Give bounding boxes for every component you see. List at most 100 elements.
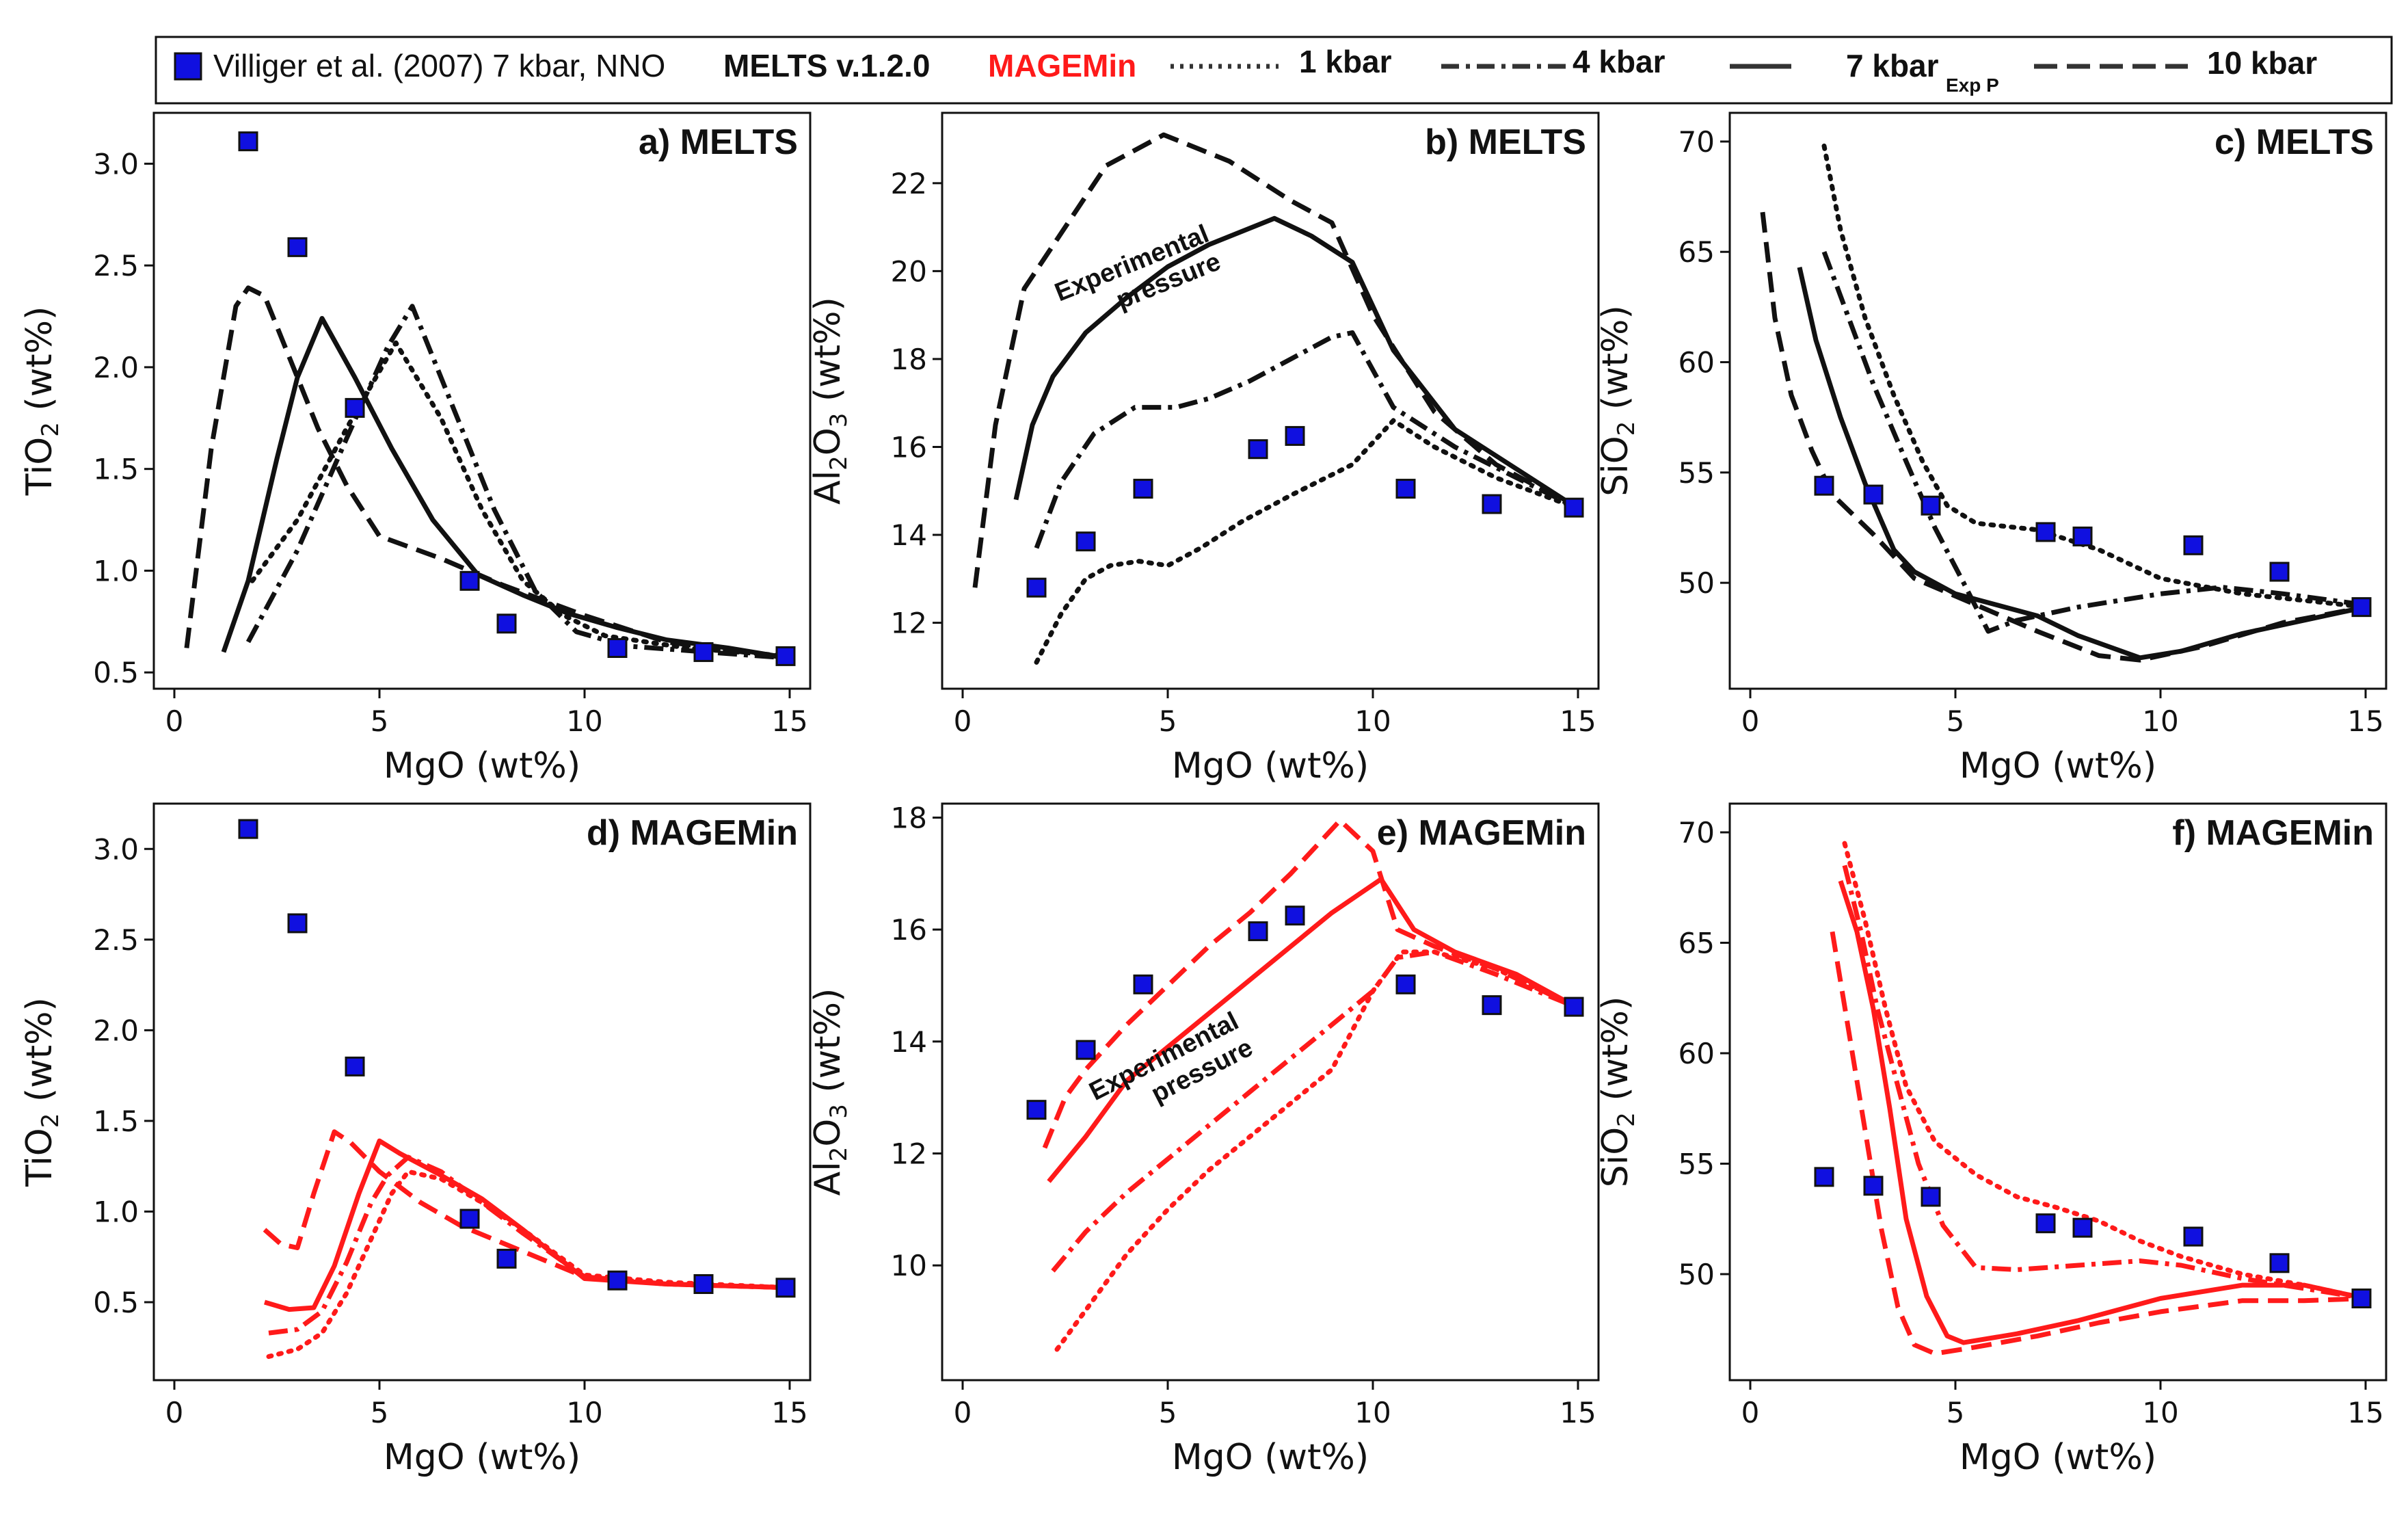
legend-1kbar-label: 1 kbar	[1299, 44, 1392, 79]
x-tick-label: 10	[566, 1396, 602, 1429]
y-tick-label: 3.0	[93, 832, 139, 866]
observed-point	[1863, 1176, 1884, 1196]
x-axis-label: MgO (wt%)	[1172, 1437, 1369, 1478]
observed-point	[287, 237, 308, 257]
x-tick-label: 15	[1560, 1396, 1596, 1429]
plot-frame	[1728, 802, 2387, 1382]
y-axis-label-subscript: 2	[1613, 1112, 1640, 1127]
observed-point	[2269, 562, 2290, 582]
panel-title: d) MAGEMin	[587, 813, 798, 853]
series-line-4-kbar	[1842, 864, 2366, 1301]
y-tick-label: 12	[891, 607, 927, 640]
x-tick-label: 5	[1947, 704, 1965, 738]
panel-title: e) MAGEMin	[1377, 813, 1586, 853]
legend-10kbar-label: 10 kbar	[2207, 45, 2317, 81]
y-tick-label: 20	[891, 254, 927, 288]
x-tick-label: 5	[371, 704, 389, 738]
y-axis-label-text: O	[807, 427, 848, 455]
x-tick-label: 5	[371, 1396, 389, 1429]
plot-frame	[152, 111, 812, 690]
panel-5: 0 5 10 15 10 12 14 16 18 MgO (wt%) Al2O3 (wt%) e) M…	[807, 801, 1600, 1478]
y-tick-label: 2.5	[93, 923, 139, 957]
plot-frame	[941, 802, 1600, 1382]
observed-point	[459, 1208, 480, 1229]
y-axis-label-text: SiO	[1595, 436, 1636, 496]
y-tick-label: 2.0	[93, 1014, 139, 1047]
y-axis-label-text: (wt%)	[19, 306, 60, 422]
observed-point	[1482, 494, 1502, 514]
legend-7kbar-label: 7 kbar	[1846, 48, 1939, 83]
panel-4: 0 5 10 15 0.5 1.0 1.5 2.0 2.5 3.0 MgO (wt%) TiO2 (w…	[19, 802, 812, 1478]
y-axis-label-text: TiO	[19, 437, 60, 497]
observed-point	[2351, 1288, 2372, 1308]
y-tick-label: 0.5	[93, 1286, 139, 1319]
y-axis-label-text: (wt%)	[807, 297, 848, 412]
observed-point	[1248, 921, 1268, 942]
panel-title: f) MAGEMin	[2172, 813, 2374, 853]
observed-point	[496, 613, 517, 634]
y-tick-label: 14	[891, 518, 927, 552]
observed-point	[238, 131, 258, 152]
observed-point	[1863, 484, 1884, 505]
observed-point	[1285, 906, 1305, 926]
y-tick-label: 1.5	[93, 453, 139, 486]
series-line-4-kbar	[1034, 330, 1579, 549]
observed-point	[2269, 1253, 2290, 1273]
x-tick-label: 10	[1354, 1396, 1391, 1429]
y-tick-label: 2.0	[93, 351, 139, 384]
observed-point	[1921, 1187, 1941, 1207]
observed-point	[693, 1274, 714, 1294]
y-tick-label: 22	[891, 167, 927, 200]
y-axis-label-subscript: 2	[37, 1113, 64, 1128]
x-tick-label: 15	[2347, 1396, 2383, 1429]
panel-title: a) MELTS	[639, 122, 798, 162]
y-axis-label-text: (wt%)	[807, 988, 848, 1104]
observed-point	[496, 1248, 517, 1269]
y-tick-label: 1.0	[93, 554, 139, 587]
observed-point	[1248, 439, 1268, 460]
observed-point	[1026, 1100, 1047, 1120]
y-axis-label-text: (wt%)	[1595, 996, 1636, 1112]
observed-point	[1564, 996, 1584, 1017]
observed-point	[1285, 425, 1305, 446]
observed-point	[607, 1270, 628, 1291]
observed-point	[1133, 974, 1153, 994]
legend-7kbar-subscript: Exp P	[1946, 75, 1999, 96]
x-tick-label: 0	[954, 1396, 972, 1429]
series-line-10-kbar	[1760, 211, 2366, 663]
observed-point	[1395, 479, 1416, 499]
legend: Villiger et al. (2007) 7 kbar, NNO MELTS…	[155, 36, 2393, 105]
observed-point	[1395, 974, 1416, 994]
series-line-1-kbar	[250, 340, 792, 659]
series-line-4-kbar	[268, 1154, 790, 1336]
series-line-1-kbar	[1034, 418, 1581, 665]
y-tick-label: 1.0	[93, 1195, 139, 1228]
y-tick-label: 65	[1678, 235, 1715, 269]
observed-point	[2072, 526, 2093, 546]
observed-point	[607, 637, 628, 658]
panel-3: 0 5 10 15 50 55 60 65 70 MgO (wt%) SiO2 (wt%) c) ME…	[1595, 111, 2387, 787]
y-tick-label: 0.5	[93, 656, 139, 689]
y-axis-label: TiO2 (wt%)	[19, 997, 64, 1187]
panel-1: 0 5 10 15 0.5 1.0 1.5 2.0 2.5 3.0 MgO (wt%) TiO2 (w…	[19, 111, 812, 787]
legend-frame	[155, 36, 2393, 105]
y-tick-label: 50	[1678, 1258, 1715, 1291]
observed-point	[1482, 995, 1502, 1016]
y-axis-label-subscript: 3	[825, 413, 853, 428]
observed-point	[345, 397, 365, 418]
y-tick-label: 65	[1678, 926, 1715, 960]
y-axis-label-subscript: 2	[1613, 421, 1640, 436]
observed-point	[345, 1056, 365, 1076]
observed-point	[459, 570, 480, 591]
y-axis-label-text: Al	[807, 471, 848, 505]
series-line-10-kbar	[972, 132, 1579, 588]
x-tick-label: 15	[2347, 704, 2383, 738]
observed-point	[1133, 479, 1153, 499]
x-tick-label: 5	[1159, 704, 1177, 738]
x-tick-label: 0	[1741, 1396, 1760, 1429]
observed-point	[1814, 1167, 1834, 1187]
x-tick-label: 15	[1560, 704, 1596, 738]
panel-6: 0 5 10 15 50 55 60 65 70 MgO (wt%) SiO2 (wt%) f) MA…	[1595, 802, 2387, 1478]
